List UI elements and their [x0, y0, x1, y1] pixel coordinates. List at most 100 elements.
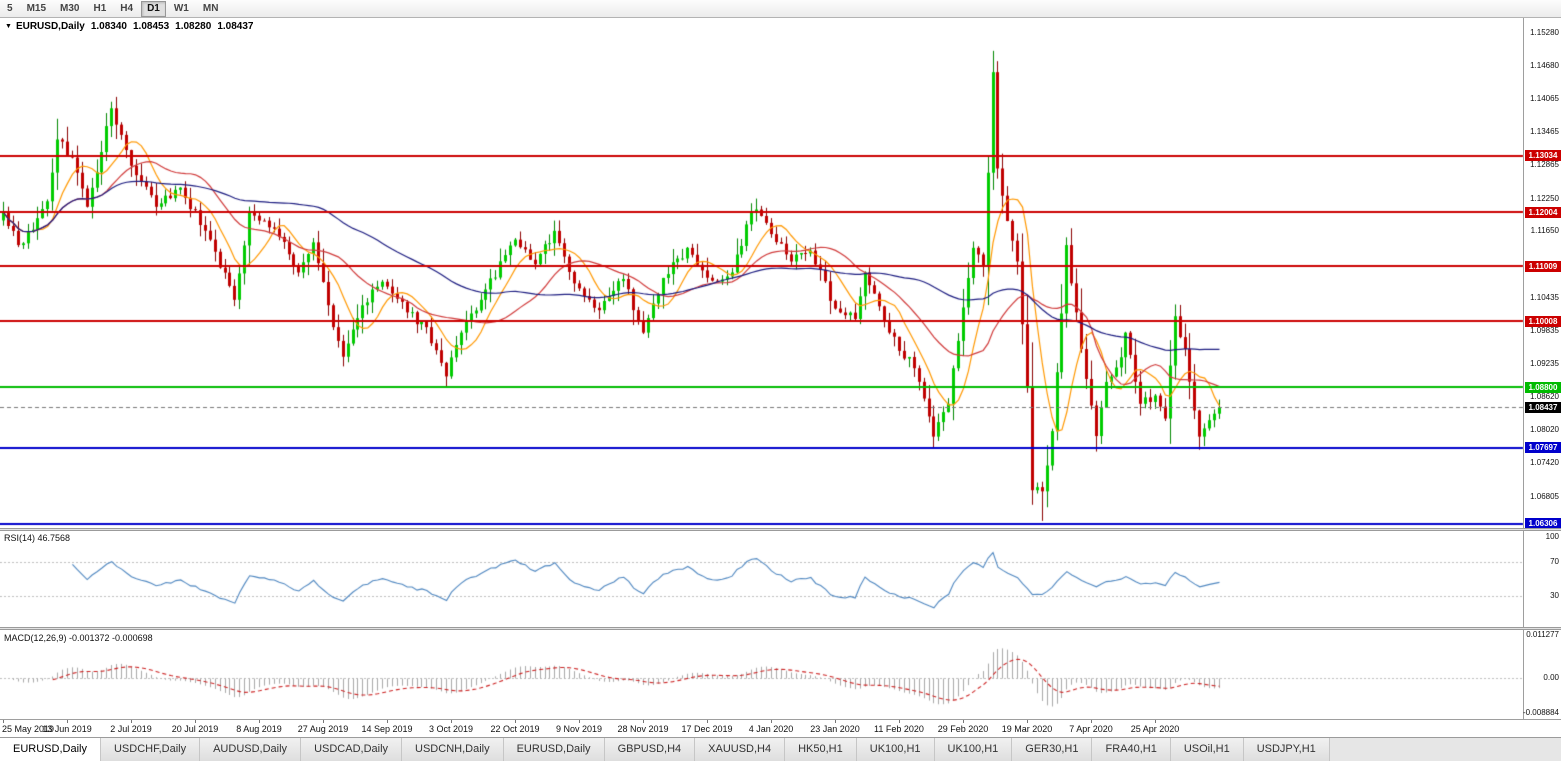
- time-axis-tick: [195, 720, 196, 723]
- hline-price-label[interactable]: 1.11009: [1525, 260, 1561, 272]
- date-label: 8 Aug 2019: [236, 724, 282, 734]
- time-axis-tick: [515, 720, 516, 723]
- time-axis-tick: [131, 720, 132, 723]
- timeframe-button-m15[interactable]: M15: [26, 2, 47, 14]
- date-label: 27 Aug 2019: [297, 724, 349, 734]
- chart-symbol-label: EURUSD,Daily: [15, 21, 85, 32]
- date-label: 28 Nov 2019: [617, 724, 669, 734]
- price-tick-label: 1.10435: [1530, 292, 1559, 302]
- timeframe-button-d1[interactable]: D1: [141, 0, 166, 17]
- timeframe-button-w1[interactable]: W1: [173, 2, 189, 14]
- macd-scale-label: -0.008884: [1522, 707, 1559, 717]
- price-tick-label: 1.11650: [1530, 226, 1559, 236]
- time-axis-tick: [451, 720, 452, 723]
- date-label: 3 Oct 2019: [428, 724, 473, 734]
- price-tick-label: 1.07420: [1530, 457, 1559, 467]
- chart-tab-hk50-h1[interactable]: HK50,H1: [785, 738, 857, 761]
- rsi-label: RSI(14) 46.7568: [4, 533, 71, 543]
- ohlc-close-value: 1.08437: [217, 21, 254, 32]
- time-axis-tick: [1091, 720, 1092, 723]
- timeframe-button-h1[interactable]: H1: [93, 2, 107, 14]
- chart-tab-eurusd-daily[interactable]: EURUSD,Daily: [503, 738, 605, 761]
- hline-price-label[interactable]: 1.08800: [1525, 381, 1561, 393]
- timeframe-button-mn[interactable]: MN: [202, 2, 219, 14]
- rsi-scale-label: 70: [1550, 557, 1559, 567]
- chart-tab-gbpusd-h4[interactable]: GBPUSD,H4: [604, 738, 696, 761]
- ohlc-low-value: 1.08280: [175, 21, 212, 32]
- time-axis-tick: [835, 720, 836, 723]
- hline-price-label[interactable]: 1.07697: [1525, 442, 1561, 454]
- date-label: 14 Sep 2019: [361, 724, 413, 734]
- chart-tab-fra40-h1[interactable]: FRA40,H1: [1092, 738, 1171, 761]
- date-label: 9 Nov 2019: [555, 724, 603, 734]
- ohlc-open-value: 1.08340: [90, 21, 127, 32]
- price-tick-label: 1.15280: [1530, 27, 1559, 37]
- hline-price-label[interactable]: 1.10008: [1525, 315, 1561, 327]
- macd-scale-label: 0.011277: [1526, 629, 1559, 639]
- chart-tab-usdcnh-daily[interactable]: USDCNH,Daily: [402, 738, 504, 761]
- rsi-scale-label: 100: [1545, 532, 1559, 541]
- chart-tab-uk100-h1[interactable]: UK100,H1: [856, 738, 935, 761]
- price-tick-label: 1.14680: [1530, 60, 1559, 70]
- chart-tab-usoil-h1[interactable]: USOil,H1: [1170, 738, 1244, 761]
- time-axis-tick: [323, 720, 324, 723]
- chart-tab-usdchf-daily[interactable]: USDCHF,Daily: [100, 738, 201, 761]
- price-tick-label: 1.12865: [1530, 159, 1559, 169]
- timeframe-button-5[interactable]: 5: [7, 2, 13, 14]
- time-axis-tick: [963, 720, 964, 723]
- time-axis-tick: [67, 720, 68, 723]
- chart-dropdown-icon[interactable]: ▼: [5, 23, 12, 30]
- current-price-label: 1.08437: [1525, 401, 1561, 413]
- time-axis-tick: [707, 720, 708, 723]
- chart-tab-audusd-daily[interactable]: AUDUSD,Daily: [200, 738, 302, 761]
- price-tick-label: 1.08020: [1530, 425, 1559, 435]
- price-tick-label: 1.09235: [1530, 358, 1559, 368]
- date-label: 13 Jun 2019: [42, 724, 92, 734]
- price-tick-label: 1.09835: [1530, 325, 1559, 335]
- date-label: 29 Feb 2020: [937, 724, 989, 734]
- time-axis-tick: [3, 720, 4, 723]
- date-label: 25 Apr 2020: [1130, 724, 1180, 734]
- time-axis[interactable]: 25 May 2019 13 Jun 2019 2 Jul 2019 20 Jul 2…: [0, 719, 1561, 737]
- chart-tab-eurusd-daily[interactable]: EURUSD,Daily: [0, 738, 101, 761]
- macd-scale-label: 0.00: [1543, 673, 1559, 683]
- timeframe-button-m30[interactable]: M30: [60, 2, 80, 14]
- price-tick-label: 1.13465: [1530, 127, 1559, 137]
- hline-price-label[interactable]: 1.06306: [1525, 518, 1561, 530]
- chart-tab-bar: EURUSD,Daily USDCHF,Daily AUDUSD,Daily USDC…: [0, 737, 1561, 761]
- date-label: 19 Mar 2020: [1001, 724, 1053, 734]
- price-axis[interactable]: 1.15280 1.14680 1.14065 1.13465 1.12865 1.122…: [1523, 18, 1561, 719]
- date-label: 23 Jan 2020: [810, 724, 860, 734]
- price-tick-label: 1.14065: [1530, 94, 1559, 104]
- time-axis-tick: [643, 720, 644, 723]
- date-label: 2 Jul 2019: [110, 724, 152, 734]
- chart-tab-usdjpy-h1[interactable]: USDJPY,H1: [1243, 738, 1330, 761]
- chart-tab-uk100-h1[interactable]: UK100,H1: [934, 738, 1013, 761]
- macd-label: MACD(12,26,9) -0.001372 -0.000698: [4, 633, 153, 643]
- price-tick-label: 1.12250: [1530, 193, 1559, 203]
- chart-tab-xauusd-h4[interactable]: XAUUSD,H4: [695, 738, 786, 761]
- date-label: 11 Feb 2020: [874, 724, 924, 734]
- date-label: 4 Jan 2020: [748, 724, 794, 734]
- date-label: 7 Apr 2020: [1069, 724, 1113, 734]
- chart-title: ▼ EURUSD,Daily 1.08340 1.08453 1.08280 1.0843…: [5, 21, 253, 32]
- hline-price-label[interactable]: 1.13034: [1525, 150, 1561, 162]
- price-tick-label: 1.06805: [1530, 491, 1559, 501]
- pane-divider[interactable]: [0, 627, 1561, 630]
- timeframe-button-h4[interactable]: H4: [120, 2, 134, 14]
- time-axis-tick: [579, 720, 580, 723]
- chart-tab-ger30-h1[interactable]: GER30,H1: [1012, 738, 1093, 761]
- time-axis-tick: [899, 720, 900, 723]
- time-axis-tick: [259, 720, 260, 723]
- timeframe-toolbar: 5 M15 M30 H1 H4 D1 W1 MN: [0, 0, 1561, 18]
- time-axis-tick: [1027, 720, 1028, 723]
- price-tick-label: 1.08620: [1530, 392, 1559, 402]
- hline-price-label[interactable]: 1.12004: [1525, 206, 1561, 218]
- pane-divider[interactable]: [0, 528, 1561, 531]
- chart-tab-usdcad-daily[interactable]: USDCAD,Daily: [301, 738, 403, 761]
- date-label: 20 Jul 2019: [171, 724, 219, 734]
- date-label: 25 May 2019: [2, 724, 55, 734]
- time-axis-tick: [771, 720, 772, 723]
- time-axis-tick: [387, 720, 388, 723]
